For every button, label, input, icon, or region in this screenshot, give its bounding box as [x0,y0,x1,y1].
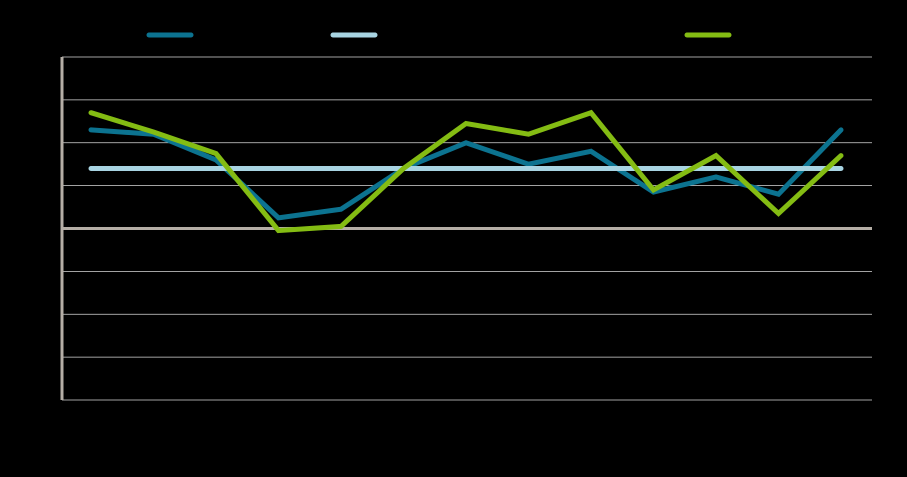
series-lines [88,109,844,234]
series-line-3 [88,109,844,234]
axes [60,57,872,400]
series-line-1 [88,127,844,221]
